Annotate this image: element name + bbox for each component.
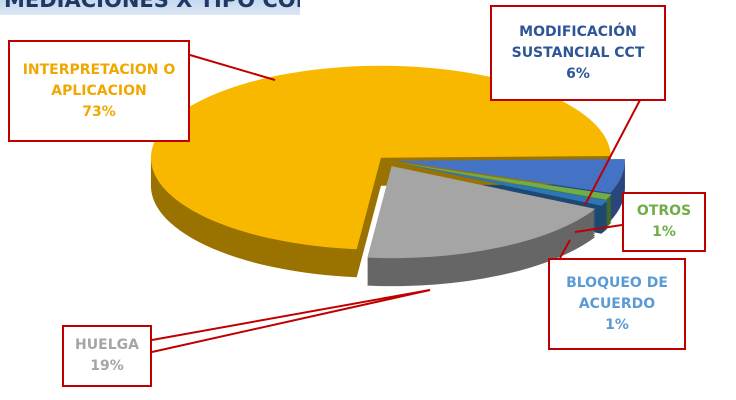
leader-line <box>189 54 276 81</box>
chart-title: MEDIACIONES X TIPO CONFLICTO <box>4 0 300 12</box>
value-label: 6% <box>566 65 590 82</box>
slice-label: HUELGA <box>75 337 139 353</box>
title-bar: MEDIACIONES X TIPO CONFLICTO <box>0 0 300 15</box>
leader-line <box>574 224 623 233</box>
value-label: 1% <box>605 316 629 333</box>
slice-label: INTERPRETACION O APLICACION <box>22 61 176 99</box>
callout: BLOQUEO DE ACUERDO 1% <box>548 258 686 350</box>
value-label: 19% <box>90 358 124 374</box>
leader-line <box>584 99 641 206</box>
callout: OTROS 1% <box>622 192 706 252</box>
value-label: 73% <box>82 103 116 120</box>
slice <box>397 163 608 206</box>
callout: MODIFICACIÓN SUSTANCIAL CCT 6% <box>490 5 666 101</box>
slice-label: BLOQUEO DE ACUERDO <box>566 274 668 312</box>
slice <box>367 166 596 259</box>
slice-label: MODIFICACIÓN SUSTANCIAL CCT <box>511 23 645 61</box>
leader-line <box>151 289 431 353</box>
slice-label: OTROS <box>636 203 692 219</box>
slice <box>394 158 625 193</box>
slice <box>396 162 612 200</box>
leader-line <box>559 239 571 259</box>
value-label: 1% <box>652 224 676 240</box>
callout: HUELGA 19% <box>62 325 152 387</box>
slice <box>150 65 611 250</box>
callout: INTERPRETACION O APLICACION 73% <box>8 40 190 142</box>
leader-line <box>151 289 431 341</box>
